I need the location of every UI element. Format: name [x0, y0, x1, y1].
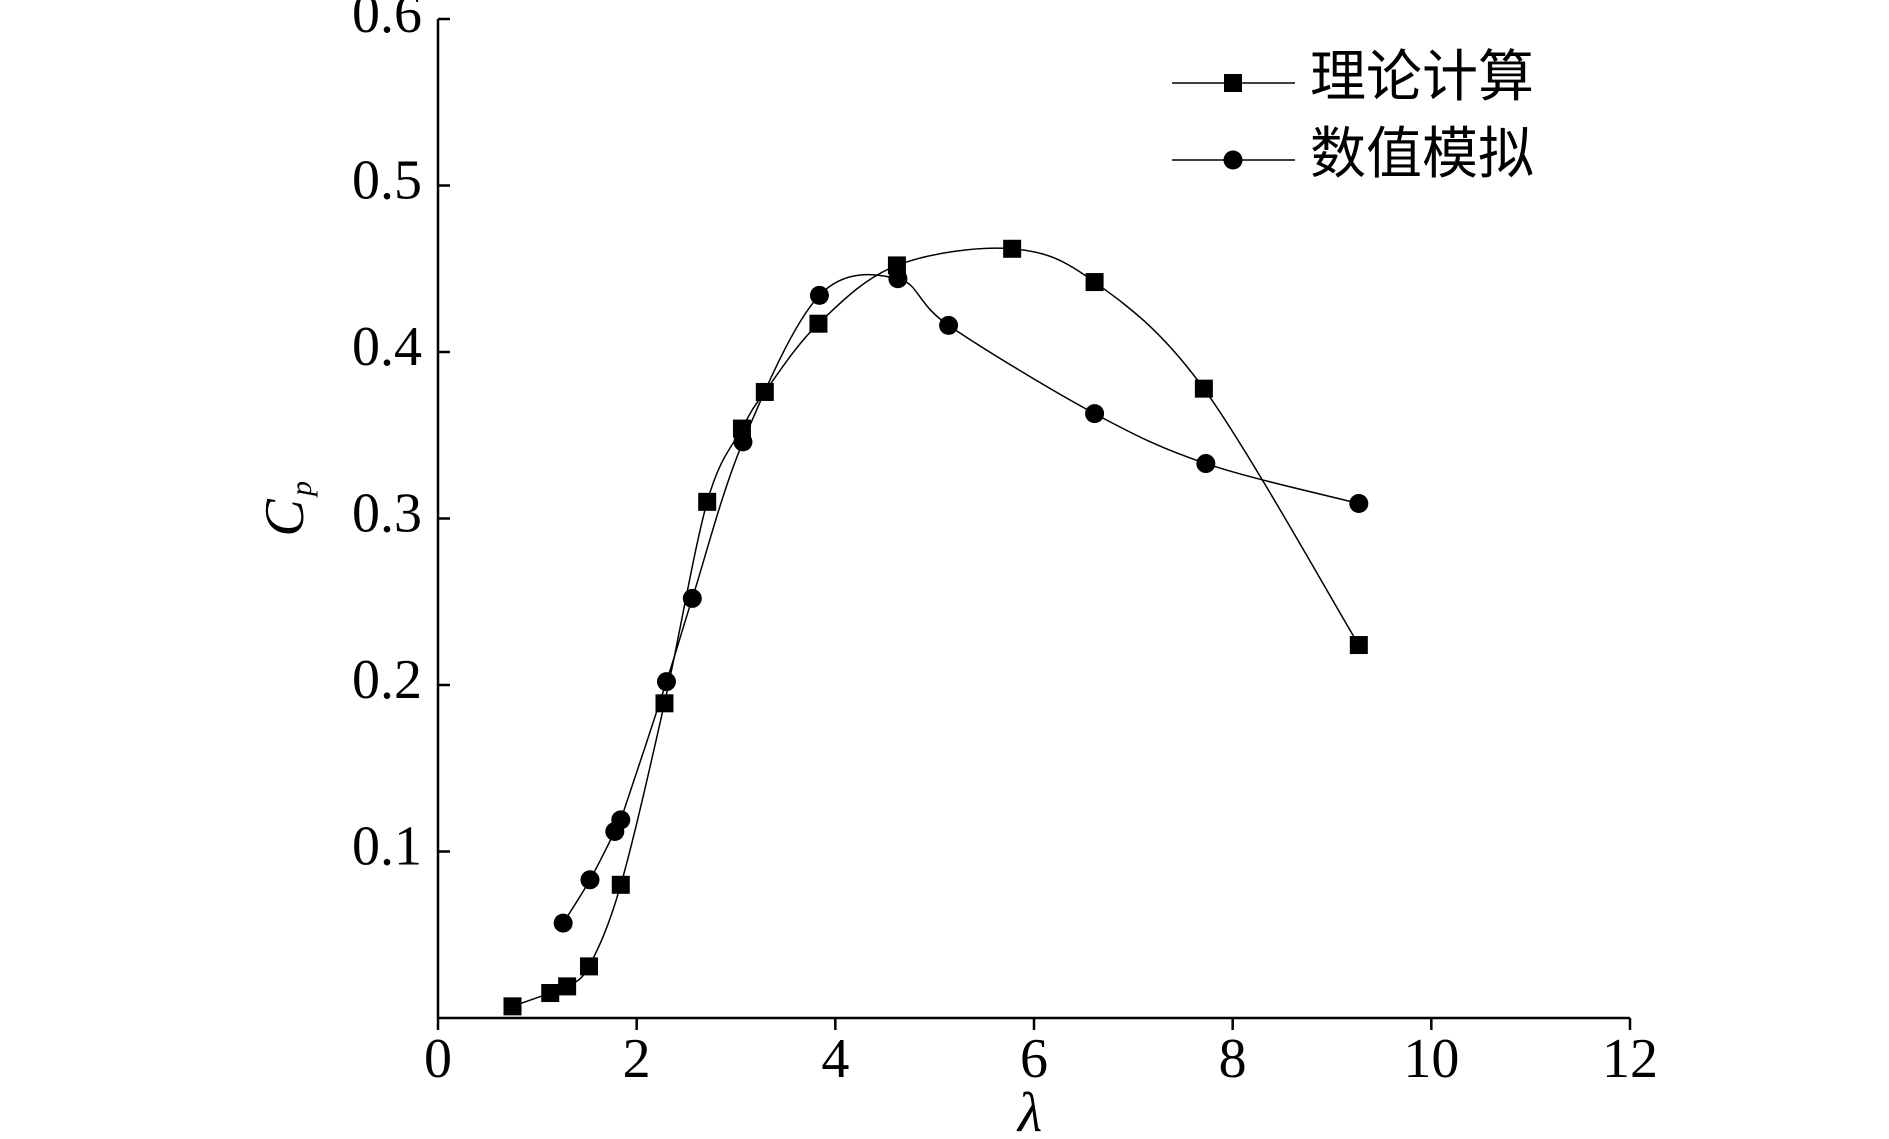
data-point: [655, 694, 674, 713]
series-line: [562, 273, 1360, 924]
x-tick-label: 8: [1219, 1028, 1247, 1090]
data-point: [503, 997, 522, 1016]
series-line: [512, 247, 1360, 1008]
data-point: [1085, 404, 1105, 424]
data-point: [809, 285, 829, 305]
y-axis-label-group: C p: [254, 481, 318, 537]
legend-label: 数值模拟: [1310, 124, 1534, 186]
y-tick-label: 0.3: [352, 482, 422, 544]
x-tick-label: 2: [623, 1028, 651, 1090]
data-point: [580, 870, 600, 890]
x-tick-label: 0: [424, 1028, 452, 1090]
data-point: [888, 269, 908, 289]
y-tick-label: 0.4: [352, 316, 422, 378]
data-point: [809, 314, 828, 333]
x-tick-label: 6: [1020, 1028, 1048, 1090]
data-point: [579, 957, 598, 976]
data-point: [541, 984, 560, 1003]
data-point: [682, 588, 702, 608]
x-tick-label: 10: [1403, 1028, 1459, 1090]
legend-marker: [1224, 74, 1242, 92]
x-tick-label: 4: [821, 1028, 849, 1090]
y-axis-label: C: [254, 499, 316, 537]
y-tick-label: 0.6: [352, 0, 422, 45]
data-point: [553, 913, 573, 933]
x-tick-label: 12: [1602, 1028, 1658, 1090]
data-point: [1349, 494, 1369, 514]
legend-marker: [1223, 150, 1243, 170]
data-point: [1003, 239, 1022, 258]
data-point: [611, 810, 631, 830]
data-point: [611, 875, 630, 894]
y-tick-label: 0.5: [352, 149, 422, 211]
y-axis-label-subscript: p: [285, 481, 318, 498]
data-point: [698, 492, 717, 511]
data-point: [1085, 273, 1104, 292]
data-point: [733, 432, 753, 452]
data-point: [1349, 636, 1368, 655]
data-point: [939, 315, 959, 335]
y-tick-label: 0.1: [352, 815, 422, 877]
y-tick-label: 0.2: [352, 649, 422, 711]
data-point: [558, 977, 577, 996]
data-point: [1194, 379, 1213, 398]
legend-label: 理论计算: [1310, 47, 1534, 109]
data-point: [656, 672, 676, 692]
x-axis-label: λ: [1016, 1082, 1042, 1139]
data-point: [1196, 454, 1216, 474]
